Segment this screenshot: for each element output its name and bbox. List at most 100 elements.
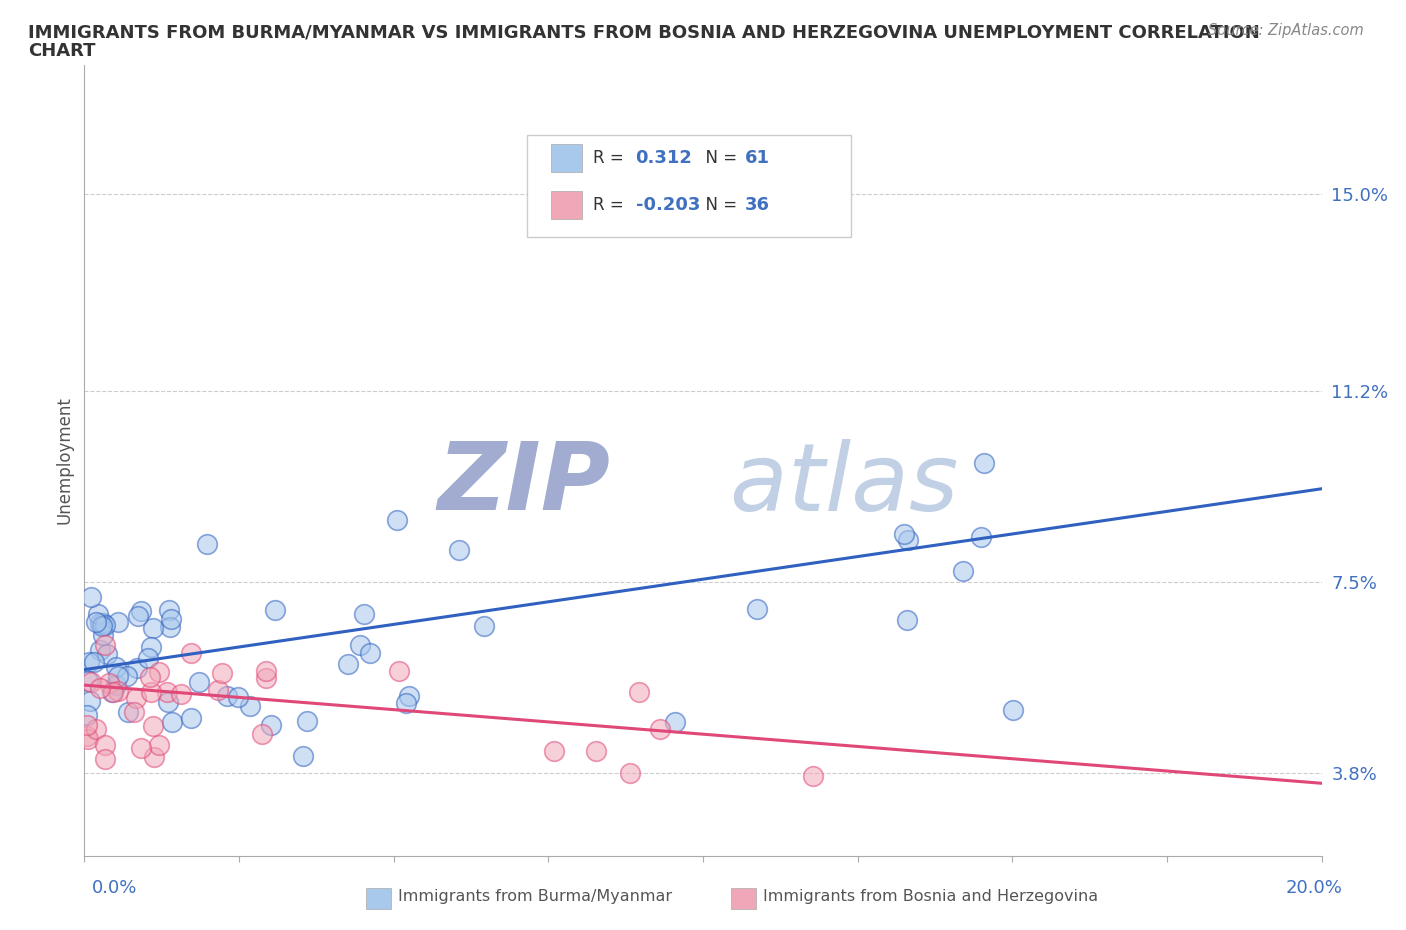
Point <box>970 529 993 544</box>
Point <box>77 655 100 670</box>
Point <box>136 651 159 666</box>
Point <box>101 684 124 699</box>
Point <box>180 646 202 661</box>
Point <box>585 744 607 759</box>
Text: 36: 36 <box>745 195 770 214</box>
Point <box>217 689 239 704</box>
Point <box>76 718 98 733</box>
Text: Source: ZipAtlas.com: Source: ZipAtlas.com <box>1208 23 1364 38</box>
Point <box>142 719 165 734</box>
Point <box>295 713 318 728</box>
Point <box>105 659 128 674</box>
Point <box>745 601 768 616</box>
Point <box>254 664 277 679</box>
Point <box>93 751 115 766</box>
Text: R =: R = <box>593 195 630 214</box>
Point <box>87 606 110 621</box>
Point <box>801 768 824 783</box>
Text: -0.203: -0.203 <box>636 195 700 214</box>
Point <box>76 708 98 723</box>
Point <box>79 694 101 709</box>
Point <box>263 603 285 618</box>
Point <box>84 722 107 737</box>
Point <box>131 741 153 756</box>
Point <box>1002 703 1025 718</box>
Point <box>107 669 129 684</box>
Point <box>385 512 408 527</box>
Point <box>143 750 166 764</box>
Text: Immigrants from Bosnia and Herzegovina: Immigrants from Bosnia and Herzegovina <box>763 889 1098 904</box>
Point <box>664 714 686 729</box>
Point <box>349 638 371 653</box>
Point <box>260 717 283 732</box>
Point <box>627 684 650 699</box>
Point <box>94 737 117 752</box>
Point <box>159 620 181 635</box>
Text: R =: R = <box>593 149 630 167</box>
Point <box>89 681 111 696</box>
Point <box>952 564 974 578</box>
Point <box>141 640 163 655</box>
Point <box>239 698 262 713</box>
Point <box>195 537 218 551</box>
Point <box>973 456 995 471</box>
Point <box>336 657 359 671</box>
Point <box>90 619 112 634</box>
Point <box>96 646 118 661</box>
Point <box>619 765 641 780</box>
Point <box>107 615 129 630</box>
Point <box>359 645 381 660</box>
Point <box>187 674 209 689</box>
Text: 0.312: 0.312 <box>636 149 692 167</box>
Point <box>893 526 915 541</box>
Point <box>897 532 920 547</box>
Text: 20.0%: 20.0% <box>1286 879 1343 897</box>
Point <box>91 628 114 643</box>
Point <box>160 612 183 627</box>
Point <box>97 676 120 691</box>
Point <box>353 606 375 621</box>
Point <box>156 695 179 710</box>
Point <box>250 726 273 741</box>
Point <box>83 655 105 670</box>
Text: CHART: CHART <box>28 42 96 60</box>
Point <box>292 749 315 764</box>
Point <box>76 729 98 744</box>
Text: ZIP: ZIP <box>437 438 610 530</box>
Point <box>211 665 233 680</box>
Point <box>388 664 411 679</box>
Point <box>394 696 416 711</box>
Point <box>105 678 128 693</box>
Point <box>472 618 495 633</box>
Point <box>398 688 420 703</box>
Point <box>77 732 100 747</box>
Point <box>142 620 165 635</box>
Text: 61: 61 <box>745 149 770 167</box>
Point <box>139 684 162 699</box>
Point <box>543 744 565 759</box>
Point <box>115 669 138 684</box>
Point <box>91 615 114 630</box>
Point <box>129 603 152 618</box>
Point <box>80 674 103 689</box>
Point <box>139 670 162 684</box>
Point <box>254 671 277 685</box>
Point <box>148 665 170 680</box>
Point <box>157 603 180 618</box>
Point <box>93 637 115 652</box>
Point <box>89 643 111 658</box>
Text: atlas: atlas <box>610 439 959 529</box>
Point <box>94 618 117 632</box>
Point <box>127 609 149 624</box>
Point <box>160 714 183 729</box>
Text: N =: N = <box>695 149 742 167</box>
Point <box>76 674 98 689</box>
Point <box>79 590 101 604</box>
Point <box>125 660 148 675</box>
Point <box>180 711 202 725</box>
Point <box>226 690 249 705</box>
Point <box>896 612 918 627</box>
Point <box>170 686 193 701</box>
Y-axis label: Unemployment: Unemployment <box>55 396 73 525</box>
Point <box>107 684 129 698</box>
